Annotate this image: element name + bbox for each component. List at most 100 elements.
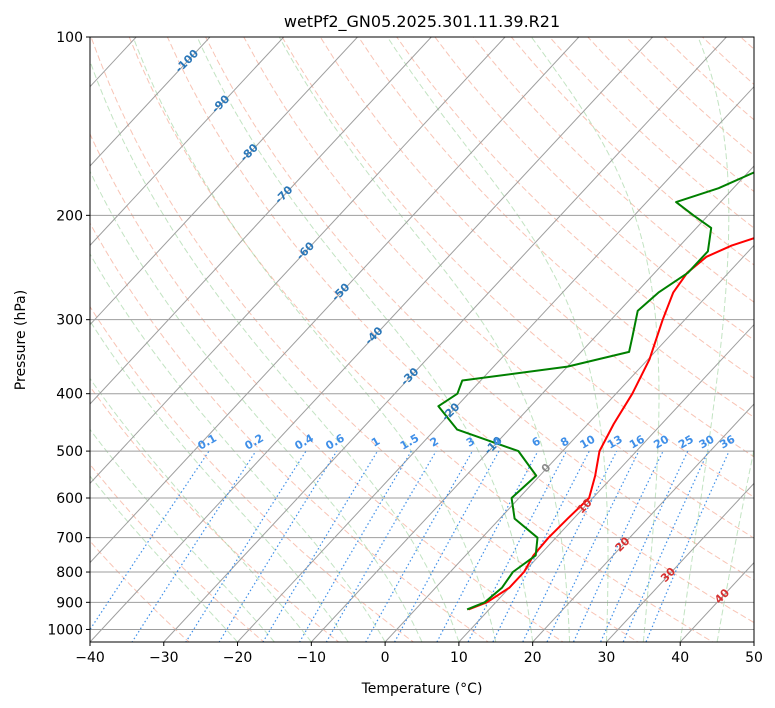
moist-adiabat-line (90, 252, 386, 642)
mixing-ratio-line (90, 450, 210, 631)
isotherm-line (458, 323, 754, 642)
dry-adiabat-line (90, 132, 564, 642)
moist-adiabat-line (90, 320, 349, 642)
mixing-ratio-line (599, 450, 689, 642)
isotherm-line (753, 641, 754, 642)
y-tick-label: 400 (56, 387, 83, 403)
chart-title: wetPf2_GN05.2025.301.11.39.R21 (284, 12, 560, 32)
moist-adiabat-line (196, 37, 534, 642)
isotherm-line (237, 85, 754, 642)
y-tick-label: 200 (56, 208, 83, 224)
mixing-ratio-line (436, 450, 539, 642)
dry-adiabat-line (128, 37, 714, 642)
isotherm-line (0, 10, 14, 642)
mixing-ratio-label: 1 (369, 435, 382, 450)
mixing-ratio-label: 1.5 (398, 432, 421, 453)
mixing-ratio-line (131, 450, 257, 642)
dry-adiabat-line (281, 37, 754, 498)
mixing-ratio-line (393, 450, 500, 642)
dry-adiabat-line (243, 37, 754, 539)
moist-adiabat-line (90, 59, 460, 642)
mixing-ratio-line (185, 450, 307, 642)
mixing-ratio-line (546, 450, 640, 642)
isotherm-line (163, 37, 728, 642)
mixing-ratio-label: 8 (558, 435, 571, 450)
x-tick-label: 20 (524, 650, 542, 666)
isotherm-line (384, 244, 754, 642)
moist-adiabat-line (530, 37, 660, 642)
dry-adiabat-line (205, 37, 754, 581)
mixing-ratio-line (325, 450, 437, 642)
y-tick-label: 300 (56, 313, 83, 329)
x-tick-label: −30 (149, 650, 179, 666)
mixing-ratio-line (262, 450, 379, 642)
dry-adiabat-line (472, 37, 754, 303)
dry-adiabat-line (90, 222, 490, 642)
mixing-ratio-line (218, 450, 338, 642)
moist-adiabat-line (386, 37, 609, 642)
dry-adiabat-line (396, 37, 754, 379)
moist-adiabat-line (716, 447, 754, 642)
x-tick-label: −10 (297, 650, 327, 666)
y-tick-label: 500 (56, 444, 83, 460)
isotherm-line (90, 37, 211, 167)
moist-adiabat-line (278, 37, 571, 642)
x-tick-label: 40 (671, 650, 689, 666)
isotherm-line (90, 37, 580, 564)
moist-adiabat-line (90, 475, 238, 642)
plot-frame (89, 36, 755, 643)
x-axis-label: Temperature (°C) (361, 681, 483, 697)
dry-adiabat-line (90, 463, 265, 642)
isotherm-line (310, 165, 754, 642)
mixing-ratio-label: 16 (627, 432, 647, 451)
isotherm-line (90, 37, 432, 405)
moist-adiabat-line (90, 377, 312, 642)
x-tick-label: 30 (598, 650, 616, 666)
dry-adiabat-line (90, 37, 639, 642)
isotherm-line (90, 37, 654, 642)
x-tick-label: 50 (745, 650, 763, 666)
dry-adiabat-line (434, 37, 754, 341)
isotherm-line (606, 482, 754, 642)
x-tick-label: 10 (450, 650, 468, 666)
y-tick-label: 600 (56, 491, 83, 507)
mixing-ratio-label: 36 (718, 432, 738, 451)
temperature-profile-line (468, 237, 754, 611)
mixing-ratio-line (622, 450, 709, 642)
mixing-ratio-line (572, 450, 664, 642)
x-tick-label: 0 (381, 650, 390, 666)
moist-adiabat-line (90, 428, 275, 642)
y-tick-label: 1000 (47, 622, 83, 638)
mixing-ratio-label: 20 (651, 432, 671, 451)
y-tick-label: 100 (56, 30, 83, 46)
dry-adiabat-line (510, 37, 754, 266)
y-axis-label: Pressure (hPa) (13, 290, 29, 390)
isotherm-line (90, 37, 506, 485)
isotherm-line (90, 37, 359, 326)
mixing-ratio-line (522, 450, 618, 642)
y-tick-label: 900 (56, 595, 83, 611)
mixing-ratio-label: 0.2 (242, 432, 265, 453)
mixing-ratio-line (492, 450, 590, 642)
moist-adiabat-line (679, 37, 730, 642)
mixing-ratio-line (645, 450, 730, 642)
mixing-ratio-line (298, 450, 412, 642)
isotherm-line (532, 403, 754, 642)
x-tick-label: −40 (75, 650, 105, 666)
mixing-ratio-label: 2 (428, 435, 441, 450)
mixing-ratio-label: 25 (676, 433, 696, 452)
dry-adiabat-line (90, 385, 340, 642)
y-tick-label: 700 (56, 531, 83, 547)
moist-adiabat-line (132, 37, 497, 642)
mixing-ratio-label: 0.4 (293, 431, 317, 452)
dry-adiabat-line (739, 37, 754, 50)
x-tick-label: −20 (223, 650, 253, 666)
dry-adiabat-line (587, 37, 754, 193)
isotherm-line (90, 37, 285, 247)
dry-adiabat-line (357, 37, 754, 418)
dry-adiabat-line (701, 37, 754, 86)
dry-adiabat-line (166, 37, 754, 624)
y-tick-label: 800 (56, 565, 83, 581)
mixing-ratio-label: 30 (697, 432, 717, 451)
